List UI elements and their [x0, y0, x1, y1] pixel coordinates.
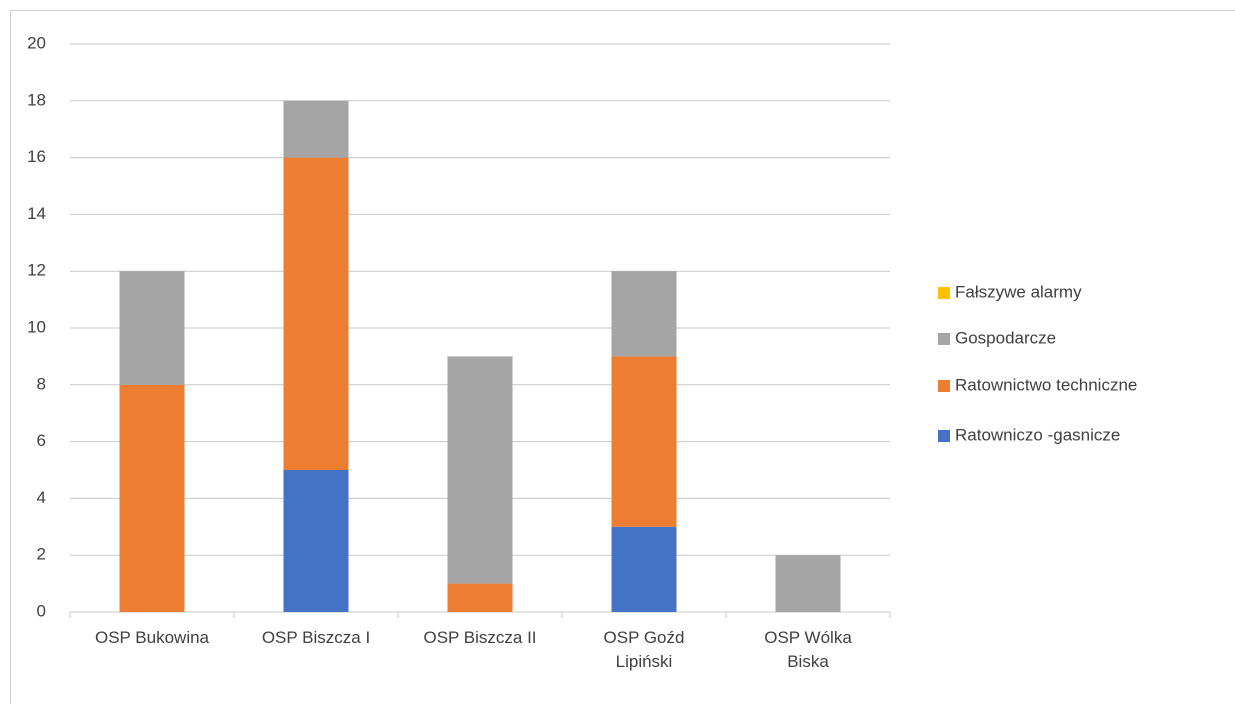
- legend-swatch: [938, 287, 950, 299]
- bar-segment: [611, 356, 677, 527]
- legend-label: Fałszywe alarmy: [955, 282, 1082, 301]
- chart-border: [10, 10, 1235, 704]
- bar-segment: [119, 271, 185, 385]
- x-tick-label: OSP Biszcza I: [261, 628, 371, 647]
- legend-swatch: [938, 380, 950, 392]
- legend-label: Gospodarcze: [955, 328, 1056, 347]
- y-tick-label: 20: [27, 33, 46, 52]
- y-tick-label: 4: [37, 488, 46, 507]
- bar-segment: [611, 271, 677, 357]
- legend-swatch: [938, 333, 950, 345]
- y-tick-label: 10: [27, 317, 46, 336]
- y-tick-label: 2: [37, 545, 46, 564]
- legend-label: Ratownictwo techniczne: [955, 375, 1137, 394]
- bar-segment: [283, 157, 349, 470]
- x-tick-label: OSP Biszcza II: [423, 628, 537, 647]
- x-tick-label: OSP Wólka Biska: [764, 628, 852, 671]
- bar-segment: [283, 470, 349, 612]
- y-tick-label: 8: [37, 374, 46, 393]
- bar-segment: [775, 555, 841, 612]
- legend-swatch: [938, 430, 950, 442]
- y-tick-label: 12: [27, 261, 46, 280]
- y-tick-label: 14: [27, 204, 46, 223]
- x-tick-label: OSP Bukowina: [94, 628, 210, 647]
- y-tick-label: 16: [27, 147, 46, 166]
- bar-segment: [611, 526, 677, 612]
- legend-label: Ratowniczo -gasnicze: [955, 425, 1120, 444]
- bar-segment: [283, 100, 349, 158]
- bar-segment: [447, 356, 513, 584]
- y-tick-label: 18: [27, 90, 46, 109]
- bar-segment: [447, 583, 513, 612]
- bar-segment: [119, 384, 185, 612]
- y-tick-label: 6: [37, 431, 46, 450]
- x-tick-label: OSP Goźd Lipiński: [603, 628, 685, 671]
- y-tick-label: 0: [37, 601, 46, 620]
